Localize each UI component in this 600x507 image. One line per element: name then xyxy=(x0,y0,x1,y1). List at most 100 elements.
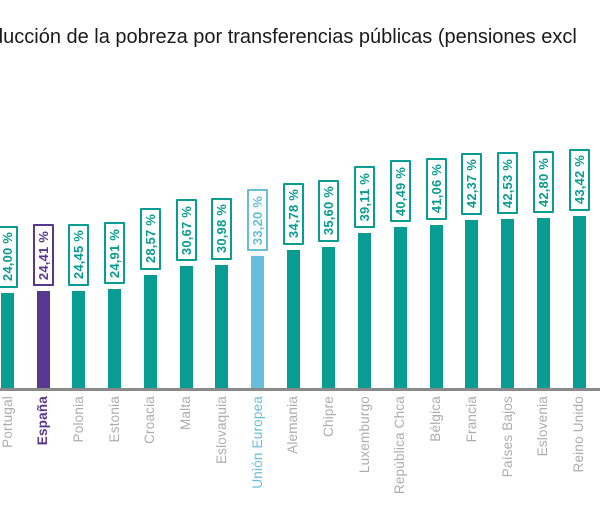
value-label: 34,78 % xyxy=(285,189,301,239)
category-label-text: Alemania xyxy=(285,396,301,454)
category-label-text: Luxemburgo xyxy=(356,396,372,474)
chart-title: ducción de la pobreza por transferencias… xyxy=(0,26,577,48)
category-label-belgica: Bélgica xyxy=(427,396,445,442)
category-label-croacia: Croacia xyxy=(141,396,159,444)
value-label-box: 24,41 % xyxy=(32,224,54,287)
bar-estonia xyxy=(108,289,122,388)
bar-column-republica-chca: 40,49 % xyxy=(382,0,418,388)
category-label-text: Polonia xyxy=(70,396,86,443)
category-label-text: Chipre xyxy=(320,396,336,437)
category-label-text: Reino Unido xyxy=(571,396,587,473)
category-label-text: Países Bajos xyxy=(499,396,515,478)
category-label-text: Estonia xyxy=(106,396,122,443)
bar-column-portugal: 24,00 % xyxy=(0,0,26,388)
value-label-box: 41,06 % xyxy=(425,158,447,220)
category-label-luxemburgo: Luxemburgo xyxy=(356,396,374,473)
category-label-text: Eslovenia xyxy=(535,396,551,457)
value-label: 24,00 % xyxy=(0,232,15,282)
bar-column-estonia: 24,91 % xyxy=(97,0,133,388)
bar-chipre xyxy=(322,246,336,388)
category-label-malta: Malta xyxy=(177,396,195,430)
value-label: 30,98 % xyxy=(214,204,230,254)
bar-francia xyxy=(465,219,479,388)
category-label-reino-unido: Reino Unido xyxy=(570,396,588,473)
value-label: 42,37 % xyxy=(464,159,480,209)
bar-column-luxemburgo: 39,11 % xyxy=(347,0,383,388)
bar-column-malta: 30,67 % xyxy=(168,0,204,388)
bar-column-eslovaquia: 30,98 % xyxy=(204,0,240,388)
bar-column-espana: 24,41 % xyxy=(25,0,61,388)
value-label: 30,67 % xyxy=(178,205,194,255)
value-label: 39,11 % xyxy=(357,172,373,221)
value-label-box: 30,98 % xyxy=(211,198,233,260)
category-label-republica-chca: República Chca xyxy=(391,396,409,494)
bar-column-eslovenia: 42,80 % xyxy=(525,0,561,388)
bar-column-polonia: 24,45 % xyxy=(61,0,97,388)
value-label-box: 42,80 % xyxy=(532,151,554,214)
category-label-francia: Francia xyxy=(463,396,481,442)
value-label: 33,20 % xyxy=(250,195,266,245)
bar-paises-bajos xyxy=(501,219,515,388)
value-label-box: 34,78 % xyxy=(282,182,304,245)
bar-column-chipre: 35,60 % xyxy=(311,0,347,388)
bar-portugal xyxy=(1,292,14,388)
value-label: 28,57 % xyxy=(142,214,158,264)
value-label: 41,06 % xyxy=(428,164,444,214)
value-label: 42,80 % xyxy=(535,157,551,207)
bar-republica-chca xyxy=(393,227,407,388)
bar-column-alemania: 34,78 % xyxy=(275,0,311,388)
category-label-union-europea: Unión Europea xyxy=(249,396,267,489)
category-label-text: Malta xyxy=(178,396,194,431)
value-label: 42,53 % xyxy=(500,158,516,208)
category-label-text: Croacia xyxy=(142,396,158,444)
bar-polonia xyxy=(72,290,86,388)
bar-alemania xyxy=(286,249,300,388)
category-label-alemania: Alemania xyxy=(284,396,302,454)
value-label-box: 30,67 % xyxy=(175,199,197,262)
category-label-text: Portugal xyxy=(0,396,15,448)
value-label: 40,49 % xyxy=(392,166,408,216)
value-label-box: 28,57 % xyxy=(139,207,161,270)
bar-column-paises-bajos: 42,53 % xyxy=(490,0,526,388)
bar-malta xyxy=(179,266,193,388)
category-label-eslovenia: Eslovenia xyxy=(534,396,552,456)
x-axis-line xyxy=(0,388,600,391)
value-label: 24,45 % xyxy=(71,230,87,280)
bar-croacia xyxy=(143,274,157,388)
category-label-text: España xyxy=(35,396,51,446)
value-label: 35,60 % xyxy=(321,186,337,236)
category-label-espana: España xyxy=(34,396,52,445)
value-label-box: 24,00 % xyxy=(0,225,18,288)
bar-column-reino-unido: 43,42 % xyxy=(561,0,597,388)
bar-reino-unido xyxy=(572,215,586,388)
value-label-box: 42,37 % xyxy=(461,152,483,215)
bar-eslovaquia xyxy=(215,265,229,388)
category-label-text: Bélgica xyxy=(428,396,444,442)
value-label-box: 24,45 % xyxy=(68,223,90,286)
category-label-polonia: Polonia xyxy=(70,396,88,442)
value-label-box: 40,49 % xyxy=(389,160,411,223)
category-label-text: Eslovaquia xyxy=(213,396,229,465)
category-label-text: Unión Europea xyxy=(249,396,265,489)
category-label-estonia: Estonia xyxy=(106,396,124,442)
value-label-box: 42,53 % xyxy=(497,152,519,215)
bar-column-belgica: 41,06 % xyxy=(418,0,454,388)
bar-espana xyxy=(36,291,50,388)
category-label-portugal: Portugal xyxy=(0,396,17,448)
bar-belgica xyxy=(429,225,443,388)
bar-column-francia: 42,37 % xyxy=(454,0,490,388)
value-label: 24,41 % xyxy=(35,230,51,280)
category-label-paises-bajos: Países Bajos xyxy=(499,396,517,477)
value-label-box: 24,91 % xyxy=(104,222,126,285)
bar-column-union-europea: 33,20 % xyxy=(240,0,276,388)
bar-luxemburgo xyxy=(358,232,372,388)
category-label-chipre: Chipre xyxy=(320,396,338,437)
value-label-box: 39,11 % xyxy=(354,165,376,228)
category-label-eslovaquia: Eslovaquia xyxy=(213,396,231,464)
value-label-box: 35,60 % xyxy=(318,179,340,242)
value-label-box: 43,42 % xyxy=(568,148,590,211)
value-label-box: 33,20 % xyxy=(247,189,269,252)
bar-column-croacia: 28,57 % xyxy=(132,0,168,388)
